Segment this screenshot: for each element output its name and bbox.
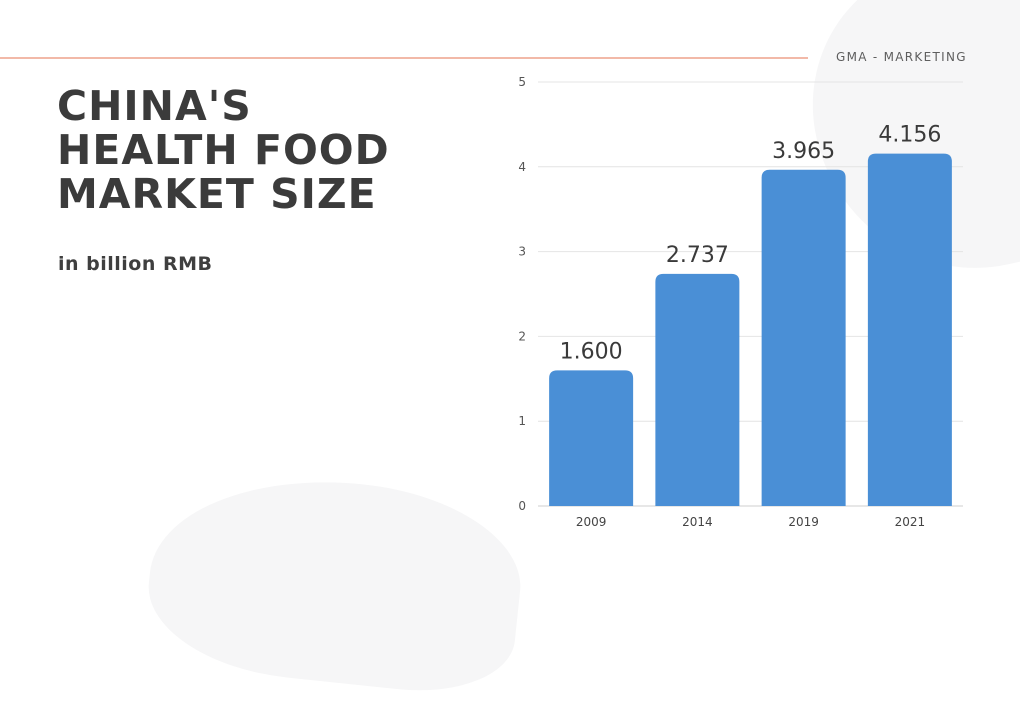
page-title: CHINA'S HEALTH FOOD MARKET SIZE bbox=[57, 82, 390, 218]
data-label-2019: 3.965 bbox=[772, 139, 835, 164]
header-rule bbox=[0, 57, 808, 59]
bar-2014 bbox=[655, 273, 740, 506]
data-label-2009: 1.600 bbox=[560, 339, 623, 364]
x-tick-label: 2021 bbox=[895, 515, 926, 529]
x-tick-label: 2019 bbox=[788, 515, 819, 529]
bar-2009 bbox=[549, 370, 634, 506]
y-tick-label: 5 bbox=[518, 75, 526, 89]
brand-label: GMA - MARKETING bbox=[836, 50, 967, 64]
bar-2019 bbox=[761, 169, 846, 506]
y-tick-label: 3 bbox=[518, 245, 526, 259]
y-tick-label: 1 bbox=[518, 414, 526, 428]
data-label-2014: 2.737 bbox=[666, 243, 729, 268]
bar-chart: 0 1 2 3 4 5 1.600 2009 2.737 2014 3.965 2019 4.156 20… bbox=[518, 75, 963, 529]
bar-2021 bbox=[867, 153, 952, 506]
y-tick-label: 0 bbox=[518, 499, 526, 513]
page-subtitle: in billion RMB bbox=[58, 253, 213, 275]
y-tick-label: 4 bbox=[518, 160, 526, 174]
y-tick-label: 2 bbox=[518, 329, 526, 343]
x-tick-label: 2009 bbox=[576, 515, 607, 529]
x-tick-label: 2014 bbox=[682, 515, 713, 529]
data-label-2021: 4.156 bbox=[878, 123, 941, 148]
